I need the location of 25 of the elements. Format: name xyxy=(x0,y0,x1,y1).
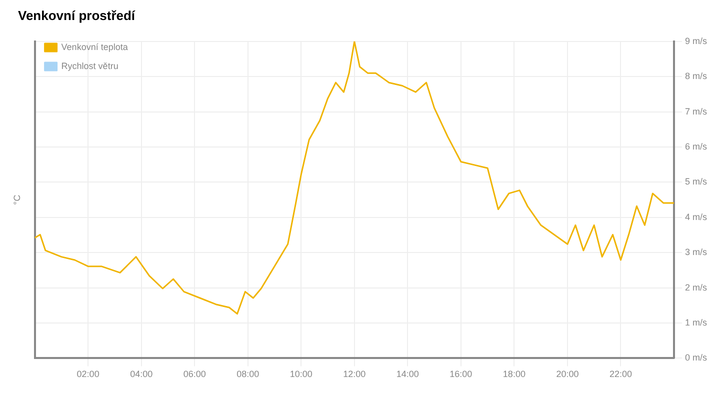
y2-tick-label: 5 m/s xyxy=(684,176,708,187)
x-tick-label: 06:00 xyxy=(183,369,206,380)
x-tick-label: 04:00 xyxy=(130,369,153,380)
x-tick-label: 16:00 xyxy=(450,369,472,380)
y2-tick-label: 1 m/s xyxy=(684,317,708,328)
x-tick-label: 12:00 xyxy=(343,369,366,380)
x-tick-label: 20:00 xyxy=(556,369,579,380)
y-axis-title: °C xyxy=(12,194,22,205)
legend-label: Rychlost větru xyxy=(61,60,118,71)
x-tick-label: 22:00 xyxy=(609,369,632,380)
y2-tick-label: 3 m/s xyxy=(684,247,708,258)
x-tick-label: 14:00 xyxy=(396,369,419,380)
legend-label: Venkovní teplota xyxy=(61,42,128,52)
x-tick-label: 08:00 xyxy=(236,369,260,380)
y2-tick-label: 6 m/s xyxy=(684,141,708,152)
x-tick-label: 10:00 xyxy=(290,369,312,380)
y2-tick-label: 2 m/s xyxy=(684,282,708,292)
y2-tick-label: 4 m/s xyxy=(684,212,708,222)
chart-title: Venkovní prostředí xyxy=(18,8,136,23)
y2-tick-label: 7 m/s xyxy=(684,106,708,116)
x-tick-label: 18:00 xyxy=(502,369,526,380)
x-tick-label: 02:00 xyxy=(76,369,100,380)
y2-tick-label: 0 m/s xyxy=(684,352,708,363)
y2-tick-label: 8 m/s xyxy=(684,71,708,82)
y2-tick-label: 9 m/s xyxy=(684,36,708,46)
